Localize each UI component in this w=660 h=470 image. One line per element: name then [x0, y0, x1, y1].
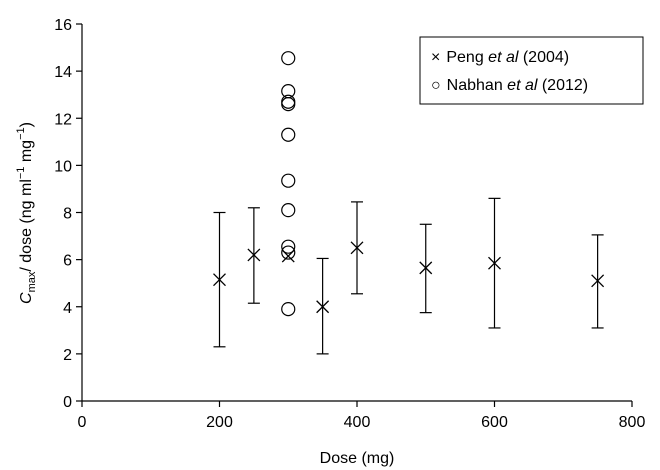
data-point-nabhan [281, 97, 296, 112]
y-tick-label: 0 [63, 394, 72, 411]
y-axis-title-sup1: −1 [15, 167, 27, 180]
data-point-peng [247, 248, 261, 262]
y-axis-title-main: C [18, 292, 35, 304]
x-tick-label: 600 [481, 414, 508, 431]
legend-box [419, 36, 644, 105]
data-point-peng [316, 300, 330, 314]
legend-etal-peng: et al [484, 49, 519, 66]
y-tick-label: 2 [63, 347, 72, 364]
data-point-peng [488, 256, 501, 270]
y-tick-label: 14 [54, 64, 72, 81]
data-point-nabhan [281, 51, 296, 66]
data-point-nabhan [281, 203, 296, 218]
y-tick-label: 6 [63, 253, 72, 270]
data-point-nabhan [281, 173, 296, 188]
legend-item-nabhan: ○ Nabhan et al (2012) [431, 77, 588, 94]
y-axis-title-mid: mg [18, 140, 35, 167]
x-axis-title: Dose (mg) [320, 450, 395, 467]
data-point-peng [350, 241, 364, 255]
legend-marker-x: × [431, 49, 440, 66]
data-point-peng [591, 274, 605, 288]
x-tick-label: 400 [344, 414, 371, 431]
ticks: 0 2 4 6 8 10 12 14 16 0 200 400 600 800 [54, 17, 645, 431]
y-axis-title: Cmax/ dose (ng ml−1 mg−1) [15, 122, 38, 304]
legend-author-peng: Peng [446, 49, 483, 66]
y-axis-title-rest: / dose (ng ml [18, 179, 35, 271]
data-point-nabhan [281, 239, 296, 254]
x-tick-label: 200 [206, 414, 233, 431]
data-point-nabhan [281, 302, 296, 317]
marks [213, 51, 605, 355]
data-point-nabhan [281, 127, 296, 142]
y-tick-label: 16 [54, 17, 72, 34]
x-tick-label: 0 [78, 414, 87, 431]
y-tick-label: 8 [63, 206, 72, 223]
y-axis-title-subscript: max [26, 271, 38, 292]
legend: × Peng et al (2004) ○ Nabhan et al (2012) [419, 36, 644, 105]
y-axis-title-end: ) [18, 122, 35, 127]
legend-year-nabhan: (2012) [537, 77, 588, 94]
x-tick-label: 800 [619, 414, 646, 431]
y-tick-label: 4 [63, 300, 72, 317]
y-tick-label: 12 [54, 111, 72, 128]
y-tick-label: 10 [54, 158, 72, 175]
data-point-peng [213, 273, 226, 287]
legend-year-peng: (2004) [518, 49, 569, 66]
legend-marker-circle: ○ [431, 77, 441, 94]
legend-etal-nabhan: et al [503, 77, 538, 94]
legend-author-nabhan: Nabhan [447, 77, 503, 94]
data-point-peng [419, 261, 433, 275]
legend-item-peng: × Peng et al (2004) [431, 49, 569, 66]
data-point-nabhan [281, 245, 296, 260]
y-axis-title-sup2: −1 [15, 127, 27, 140]
